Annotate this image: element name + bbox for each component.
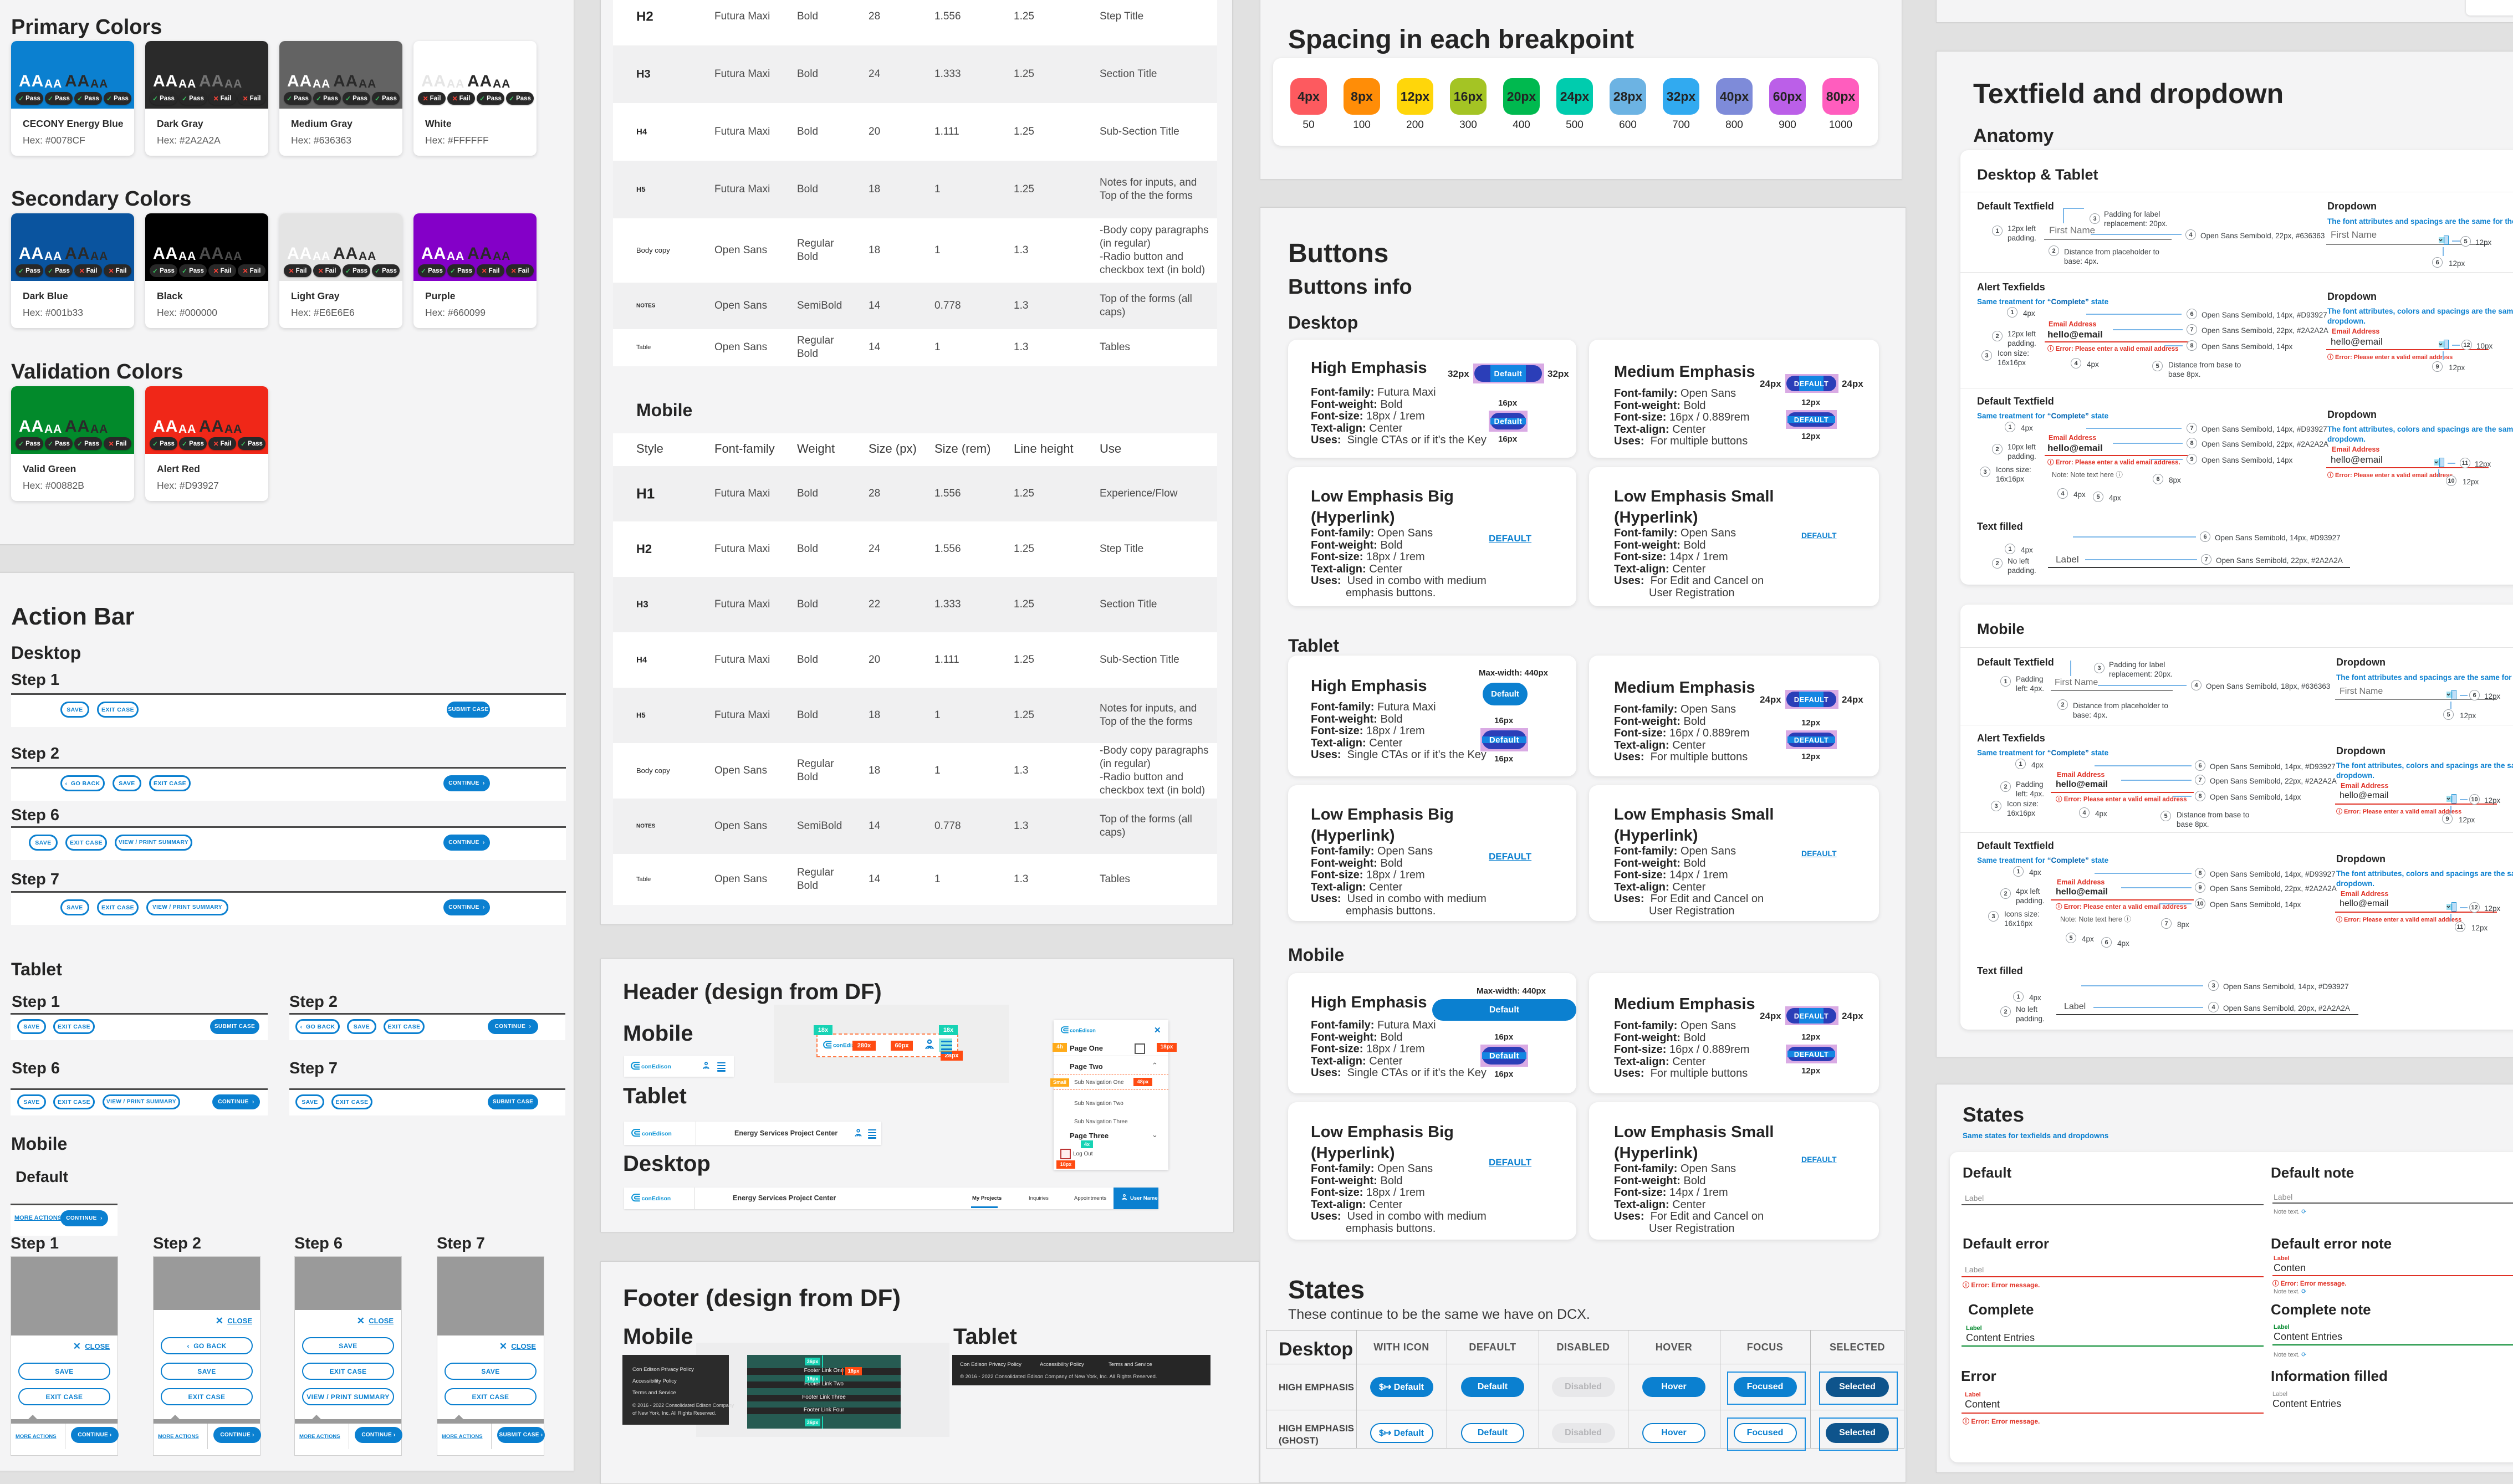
svg-text:conEdison: conEdison (641, 1063, 671, 1070)
svg-text:conEdison: conEdison (642, 1130, 672, 1137)
svg-text:conEdison: conEdison (641, 1196, 671, 1202)
svg-text:conEdison: conEdison (833, 1043, 862, 1049)
svg-text:conEdison: conEdison (1070, 1027, 1096, 1033)
